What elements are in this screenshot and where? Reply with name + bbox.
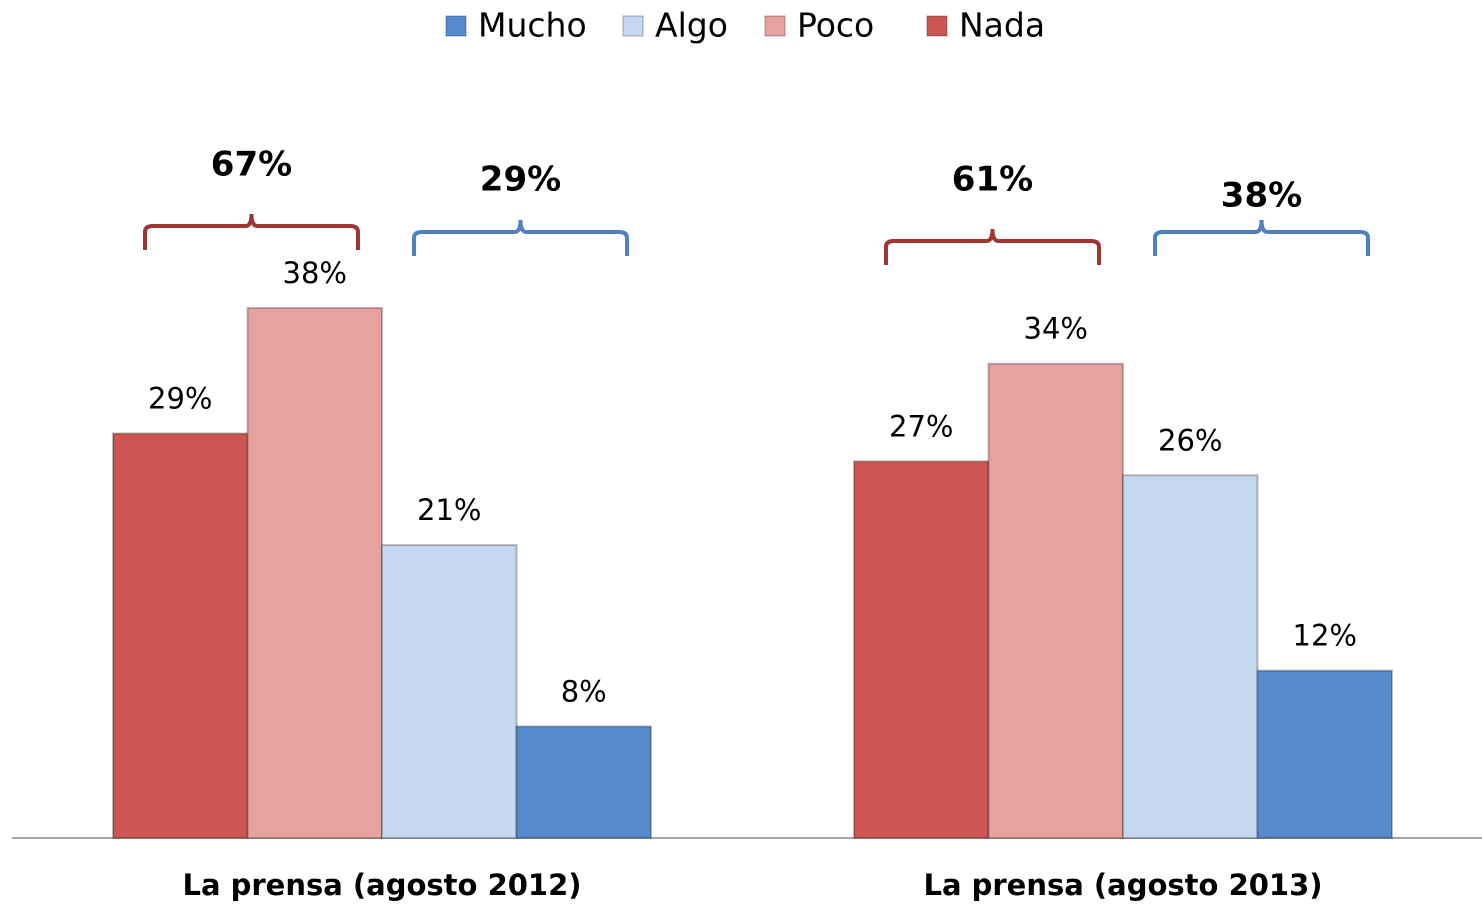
bar xyxy=(246,306,383,839)
legend-swatch xyxy=(445,15,467,37)
data-label: 29% xyxy=(148,381,212,415)
bracket xyxy=(143,213,360,250)
legend-swatch xyxy=(926,15,948,37)
annotation-label: 29% xyxy=(480,160,561,200)
bracket xyxy=(412,219,629,256)
legend-label: Nada xyxy=(959,6,1045,45)
bracket xyxy=(1153,219,1370,256)
bar xyxy=(112,432,249,839)
data-label: 27% xyxy=(889,409,953,443)
annotation-label: 67% xyxy=(211,145,292,185)
x-tick-label: La prensa (agosto 2012) xyxy=(182,868,581,902)
annotation-label: 38% xyxy=(1221,176,1302,216)
data-label: 26% xyxy=(1158,423,1222,457)
bar xyxy=(987,362,1124,839)
annotation-label: 61% xyxy=(952,160,1033,200)
bar xyxy=(853,460,990,839)
legend-swatch xyxy=(764,15,786,37)
data-label: 38% xyxy=(283,256,347,290)
legend-label: Algo xyxy=(655,6,728,45)
legend-label: Mucho xyxy=(478,6,587,45)
legend-label: Poco xyxy=(797,6,874,45)
bar xyxy=(515,725,652,840)
data-label: 21% xyxy=(417,493,481,527)
bar xyxy=(1256,669,1393,839)
data-label: 8% xyxy=(561,674,607,708)
legend-swatch xyxy=(622,15,644,37)
data-label: 34% xyxy=(1024,312,1088,346)
bar xyxy=(381,544,518,839)
bracket xyxy=(884,228,1101,265)
data-label: 12% xyxy=(1293,619,1357,653)
bar xyxy=(1122,474,1259,839)
x-tick-label: La prensa (agosto 2013) xyxy=(923,868,1322,902)
